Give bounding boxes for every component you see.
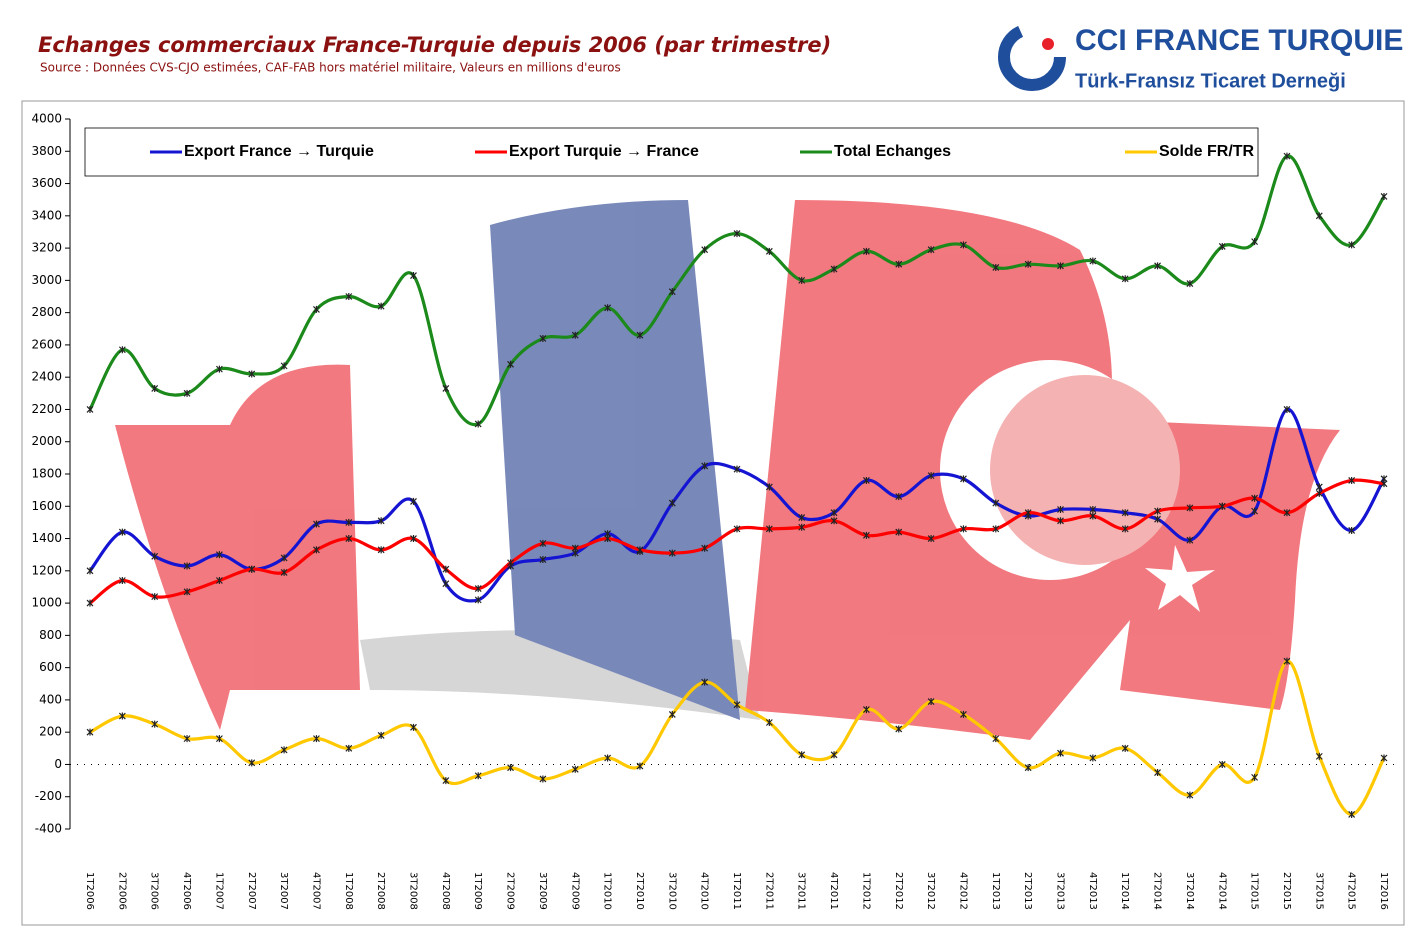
y-tick-label: 2000: [31, 434, 62, 448]
x-tick-label: 4T2012: [957, 872, 968, 910]
y-tick-label: -400: [35, 822, 62, 836]
x-tick-label: 1T2007: [213, 872, 224, 910]
y-tick-label: 3400: [31, 208, 62, 222]
y-tick-label: 3000: [31, 273, 62, 287]
x-tick-label: 2T2014: [1152, 872, 1163, 910]
x-tick-label: 1T2012: [860, 872, 871, 910]
x-tick-label: 4T2011: [828, 872, 839, 910]
x-tick-label: 4T2009: [569, 872, 580, 910]
x-tick-label: 3T2014: [1184, 872, 1195, 910]
x-tick-label: 3T2012: [925, 872, 936, 910]
x-tick-label: 2T2007: [246, 872, 257, 910]
chart: Echanges commerciaux France-Turquie depu…: [0, 0, 1411, 929]
y-tick-label: 2200: [31, 402, 62, 416]
x-tick-label: 2T2012: [893, 872, 904, 910]
y-tick-label: 3200: [31, 241, 62, 255]
x-tick-label: 1T2013: [990, 872, 1001, 910]
x-tick-label: 1T2008: [343, 872, 354, 910]
legend-label: Solde FR/TR: [1159, 143, 1255, 160]
x-tick-label: 4T2013: [1087, 872, 1098, 910]
x-tick-label: 1T2010: [602, 872, 613, 910]
y-tick-label: 600: [39, 660, 62, 674]
chart-title: Echanges commerciaux France-Turquie depu…: [38, 33, 831, 57]
logo-dot: [1042, 38, 1054, 50]
x-tick-label: 2T2011: [763, 872, 774, 910]
y-tick-label: 3800: [31, 144, 62, 158]
x-tick-label: 1T2006: [84, 872, 95, 910]
x-tick-label: 1T2016: [1378, 872, 1389, 910]
x-tick-label: 1T2014: [1119, 872, 1130, 910]
x-tick-label: 4T2008: [440, 872, 451, 910]
y-tick-label: 400: [39, 692, 62, 706]
y-tick-label: 3600: [31, 176, 62, 190]
x-tick-label: 3T2009: [537, 872, 548, 910]
y-tick-label: 800: [39, 628, 62, 642]
x-tick-label: 1T2009: [472, 872, 483, 910]
y-tick-label: 1800: [31, 467, 62, 481]
x-tick-label: 1T2011: [731, 872, 742, 910]
x-tick-label: 2T2008: [375, 872, 386, 910]
y-tick-label: 2400: [31, 370, 62, 384]
x-tick-label: 1T2015: [1249, 872, 1260, 910]
x-tick-label: 2T2009: [505, 872, 516, 910]
y-tick-label: 1200: [31, 563, 62, 577]
y-tick-label: 2800: [31, 305, 62, 319]
x-tick-label: 2T2006: [116, 872, 127, 910]
x-tick-label: 3T2008: [408, 872, 419, 910]
y-tick-label: 0: [54, 757, 62, 771]
y-tick-label: -200: [35, 789, 62, 803]
chart-subtitle: Source : Données CVS-CJO estimées, CAF-F…: [40, 61, 621, 75]
x-tick-label: 4T2010: [699, 872, 710, 910]
x-tick-label: 2T2015: [1281, 872, 1292, 910]
x-tick-label: 2T2013: [1022, 872, 1033, 910]
x-tick-label: 3T2006: [149, 872, 160, 910]
y-tick-label: 4000: [31, 112, 62, 126]
x-tick-label: 3T2015: [1313, 872, 1324, 910]
y-tick-label: 1400: [31, 531, 62, 545]
x-tick-label: 4T2007: [310, 872, 321, 910]
legend-label: Total Echanges: [834, 143, 951, 160]
x-tick-label: 3T2011: [796, 872, 807, 910]
x-tick-label: 3T2013: [1055, 872, 1066, 910]
x-tick-label: 3T2010: [666, 872, 677, 910]
y-tick-label: 2600: [31, 337, 62, 351]
logo-name: CCI FRANCE TURQUIE: [1075, 24, 1403, 57]
x-tick-label: 4T2014: [1216, 872, 1227, 910]
x-tick-label: 4T2015: [1346, 872, 1357, 910]
legend-label: Export France → Turquie: [184, 143, 374, 160]
x-tick-label: 4T2006: [181, 872, 192, 910]
y-tick-label: 1000: [31, 596, 62, 610]
x-tick-label: 2T2010: [634, 872, 645, 910]
legend-label: Export Turquie → France: [509, 143, 699, 160]
y-tick-label: 1600: [31, 499, 62, 513]
y-tick-label: 200: [39, 725, 62, 739]
x-tick-label: 3T2007: [278, 872, 289, 910]
logo-subtitle: Türk-Fransız Ticaret Derneği: [1075, 70, 1346, 92]
